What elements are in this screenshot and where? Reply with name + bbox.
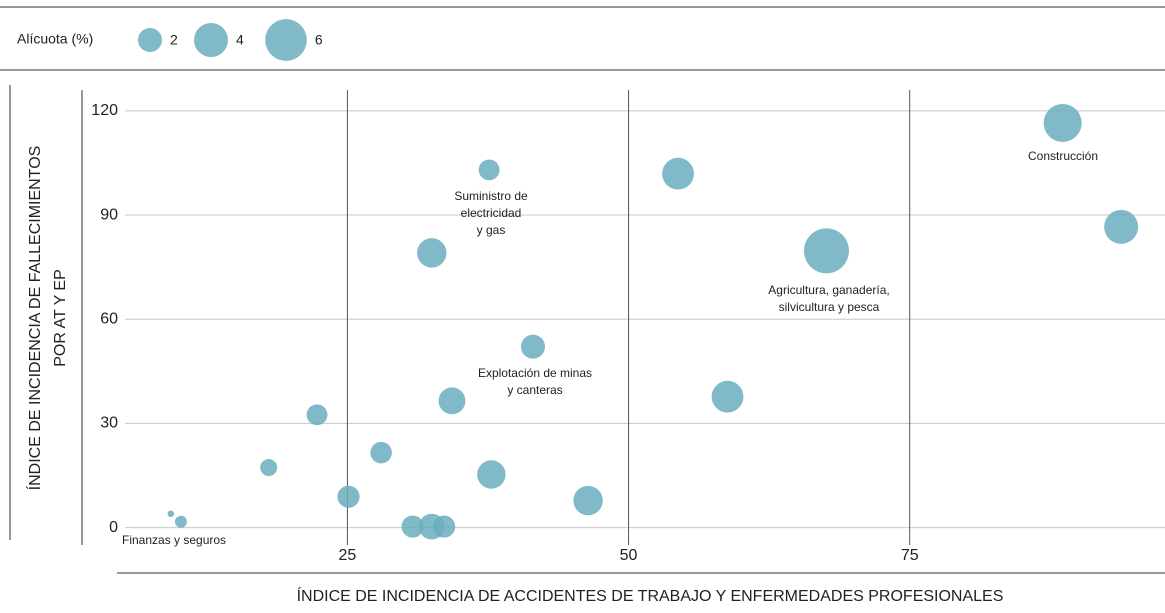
- bubble: [573, 485, 603, 516]
- bubble: [477, 460, 506, 489]
- legend-bubble: [137, 27, 163, 53]
- annotation: Agricultura, ganadería,: [768, 283, 889, 297]
- bubble: [478, 159, 500, 181]
- annotation: y canteras: [507, 383, 562, 397]
- y-tick-label: 0: [109, 519, 118, 536]
- bubble: [804, 228, 849, 274]
- x-tick-label: 75: [901, 547, 919, 564]
- bubble: [174, 515, 187, 528]
- y-tick-label: 60: [100, 310, 118, 327]
- bubble: [438, 387, 466, 415]
- annotation: Finanzas y seguros: [122, 533, 226, 547]
- legend-title: Alícuota (%): [17, 31, 93, 47]
- legend-bubble: [194, 23, 228, 57]
- bubble: [1043, 103, 1082, 143]
- annotation: silvicultura y pesca: [779, 300, 880, 314]
- annotation: Construcción: [1028, 149, 1098, 163]
- bubble: [306, 404, 328, 426]
- bubble: [167, 510, 175, 518]
- annotation: Explotación de minas: [478, 366, 592, 380]
- bubble: [711, 380, 744, 413]
- legend-label: 6: [315, 32, 323, 48]
- legend-label: 2: [170, 32, 178, 48]
- x-tick-label: 50: [620, 547, 638, 564]
- bubble: [401, 515, 424, 538]
- y-axis-label: ÍNDICE DE INCIDENCIA DE FALLECIMIENTOS: [25, 146, 44, 491]
- x-tick-label: 25: [339, 547, 357, 564]
- bubble: [433, 515, 456, 538]
- bubble: [662, 157, 694, 190]
- y-axis-label: POR AT Y EP: [52, 269, 69, 367]
- bubble: [1104, 209, 1139, 244]
- x-axis-label: ÍNDICE DE INCIDENCIA DE ACCIDENTES DE TR…: [297, 586, 1004, 605]
- bubble: [520, 334, 545, 359]
- bubble: [337, 485, 360, 508]
- annotation: electricidad: [461, 206, 522, 220]
- bubble: [370, 441, 392, 464]
- annotation: Suministro de: [454, 189, 528, 203]
- y-tick-label: 90: [100, 206, 118, 223]
- y-tick-label: 120: [91, 102, 118, 119]
- legend-label: 4: [236, 32, 244, 48]
- y-tick-label: 30: [100, 415, 118, 432]
- bubble: [417, 238, 447, 268]
- annotation: y gas: [477, 223, 506, 237]
- legend-bubble: [265, 19, 307, 61]
- bubble: [260, 459, 278, 477]
